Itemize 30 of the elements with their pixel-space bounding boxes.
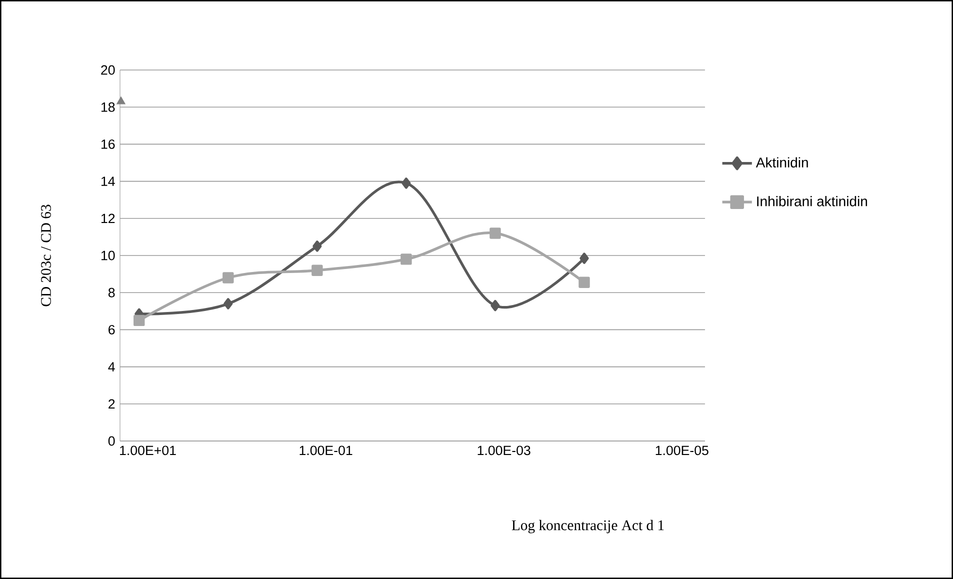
y-tick-label: 18 xyxy=(101,102,115,112)
y-axis-title: CD 203c / CD 63 xyxy=(41,204,51,306)
y-tick-label: 12 xyxy=(101,214,115,224)
y-tick-label: 14 xyxy=(101,176,115,186)
point xyxy=(312,264,323,276)
y-tick-label: 4 xyxy=(108,362,115,372)
point xyxy=(578,276,590,288)
y-tick-label: 6 xyxy=(108,324,115,334)
x-tick-label: 1.00E-01 xyxy=(300,446,352,456)
point xyxy=(580,252,589,264)
y-tick-label: 8 xyxy=(108,288,115,298)
point xyxy=(134,314,145,326)
point xyxy=(490,228,501,239)
legend-label: Inhibirani aktinidin xyxy=(757,196,868,206)
legend-label: Aktinidin xyxy=(756,157,808,168)
y-tick-label: 10 xyxy=(101,250,115,260)
y-tick-label: 2 xyxy=(108,399,115,409)
x-tick-label: 1.00E-05 xyxy=(656,446,708,456)
x-axis-title: Log koncentracije Act d 1 xyxy=(512,520,664,534)
x-tick-label: 1.00E+01 xyxy=(120,446,176,456)
point xyxy=(402,178,411,189)
point xyxy=(490,300,500,312)
point xyxy=(222,272,234,284)
y-tick-label: 20 xyxy=(101,65,115,75)
y-tick-label: 0 xyxy=(108,436,115,446)
point xyxy=(224,298,233,310)
point xyxy=(312,240,322,252)
x-tick-label: 1.00E-03 xyxy=(478,446,530,456)
point xyxy=(400,254,412,265)
y-tick-label: 16 xyxy=(101,139,115,149)
